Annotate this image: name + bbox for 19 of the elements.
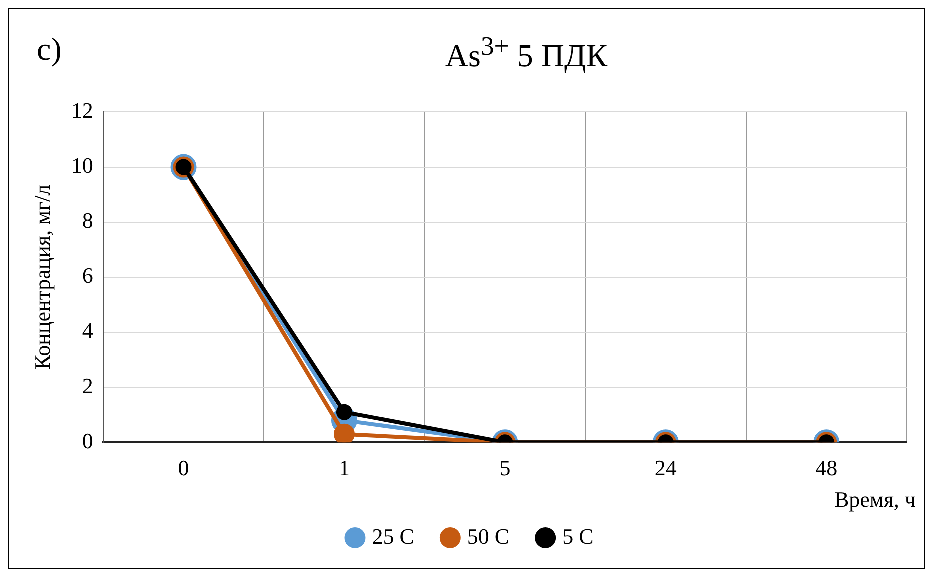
legend-label: 50 C bbox=[467, 524, 510, 549]
y-axis-title: Концентрация, мг/л bbox=[30, 184, 55, 370]
x-tick-label: 48 bbox=[816, 456, 838, 481]
y-tick-label: 8 bbox=[82, 208, 94, 234]
x-tick-label: 24 bbox=[654, 456, 677, 481]
chart-title: As$^{3+}$ 5 ПДК bbox=[445, 31, 608, 74]
x-tick-label: 5 bbox=[500, 456, 511, 481]
y-tick-label: 6 bbox=[82, 263, 94, 288]
y-tick-label: 2 bbox=[82, 373, 94, 398]
y-tick-label: 4 bbox=[82, 318, 94, 344]
legend-label: 5 C bbox=[562, 524, 594, 549]
y-tick-label: 12 bbox=[71, 98, 94, 123]
x-tick-label: 0 bbox=[178, 456, 190, 481]
y-tick-label: 0 bbox=[82, 428, 94, 454]
y-tick-label: 10 bbox=[71, 153, 94, 178]
text: c) bbox=[37, 31, 62, 68]
x-axis-title: Время, ч bbox=[834, 487, 916, 513]
x-tick-label: 1 bbox=[338, 456, 350, 481]
legend-label: 25 C bbox=[372, 524, 414, 549]
